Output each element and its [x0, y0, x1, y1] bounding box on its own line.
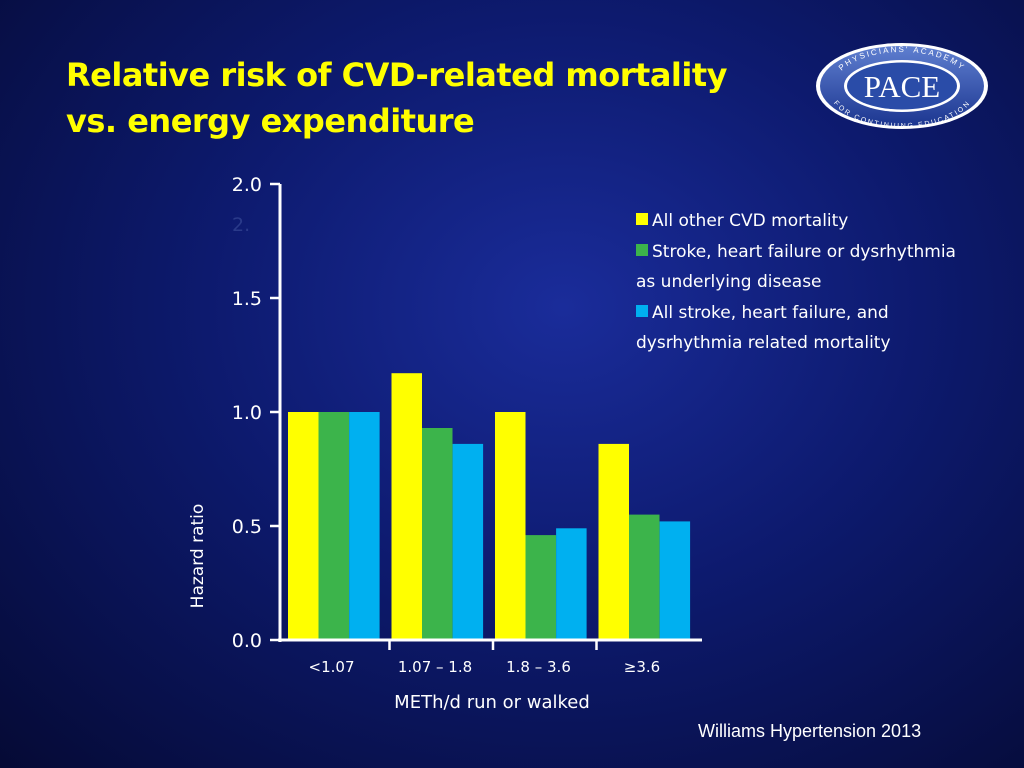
legend-swatch-blue — [636, 304, 648, 317]
legend-swatch-green — [636, 243, 648, 256]
title-line-2: vs. energy expenditure — [66, 102, 475, 140]
logo-main-text: PACE — [864, 69, 940, 104]
logo-center — [847, 62, 957, 110]
x-tick-label-0: <1.07 — [309, 658, 355, 676]
bar-all-other-cvd-2 — [495, 412, 526, 640]
x-tick-label-2: 1.8 – 3.6 — [506, 658, 571, 676]
y-tick-label-0: 0.0 — [232, 630, 262, 652]
bar-stroke-hf-underlying-3 — [629, 514, 660, 640]
slide-title: Relative risk of CVD-related mortality v… — [66, 52, 728, 144]
pace-logo: PACE PHYSICIANS' ACADEMY FOR CONTINUING … — [816, 43, 988, 130]
title-line-1: Relative risk of CVD-related mortality — [66, 56, 728, 94]
bar-all-stroke-hf-related-2 — [556, 528, 587, 640]
legend-entry-stroke-hf-underlying: Stroke, heart failure or dysrhythmia as … — [636, 237, 966, 298]
legend-label: All stroke, heart failure, and dysrhythm… — [636, 302, 891, 354]
bar-all-stroke-hf-related-1 — [452, 443, 484, 640]
legend-label: Stroke, heart failure or dysrhythmia as … — [636, 241, 956, 293]
legend-entry-all-stroke-hf-related: All stroke, heart failure, and dysrhythm… — [636, 298, 966, 359]
y-stray-label: 2. — [232, 214, 250, 236]
y-tick-label-3: 1.5 — [232, 288, 262, 310]
legend-label: All other CVD mortality — [652, 211, 849, 231]
y-tick-label-1: 0.5 — [232, 516, 262, 538]
x-tick-label-1: 1.07 – 1.8 — [398, 658, 472, 676]
bar-all-stroke-hf-related-3 — [659, 521, 691, 640]
bar-all-other-cvd-1 — [391, 373, 422, 640]
citation: Williams Hypertension 2013 — [698, 721, 922, 741]
bar-stroke-hf-underlying-1 — [422, 428, 453, 640]
y-axis-title: Hazard ratio — [188, 504, 208, 609]
x-axis-title: METh/d run or walked — [394, 692, 590, 713]
bar-stroke-hf-underlying-0 — [318, 412, 349, 640]
legend-swatch-yellow — [636, 213, 648, 225]
bar-all-stroke-hf-related-0 — [349, 412, 380, 640]
y-tick-label-2: 1.0 — [232, 402, 262, 424]
chart-legend: All other CVD mortality Stroke, heart fa… — [636, 206, 966, 359]
bar-stroke-hf-underlying-2 — [525, 535, 556, 640]
y-tick-label-4: 2.0 — [232, 174, 262, 196]
bar-all-other-cvd-3 — [598, 443, 629, 640]
x-tick-label-3: ≥3.6 — [624, 658, 660, 676]
legend-entry-all-other-cvd: All other CVD mortality — [636, 206, 966, 237]
bar-all-other-cvd-0 — [288, 412, 319, 640]
